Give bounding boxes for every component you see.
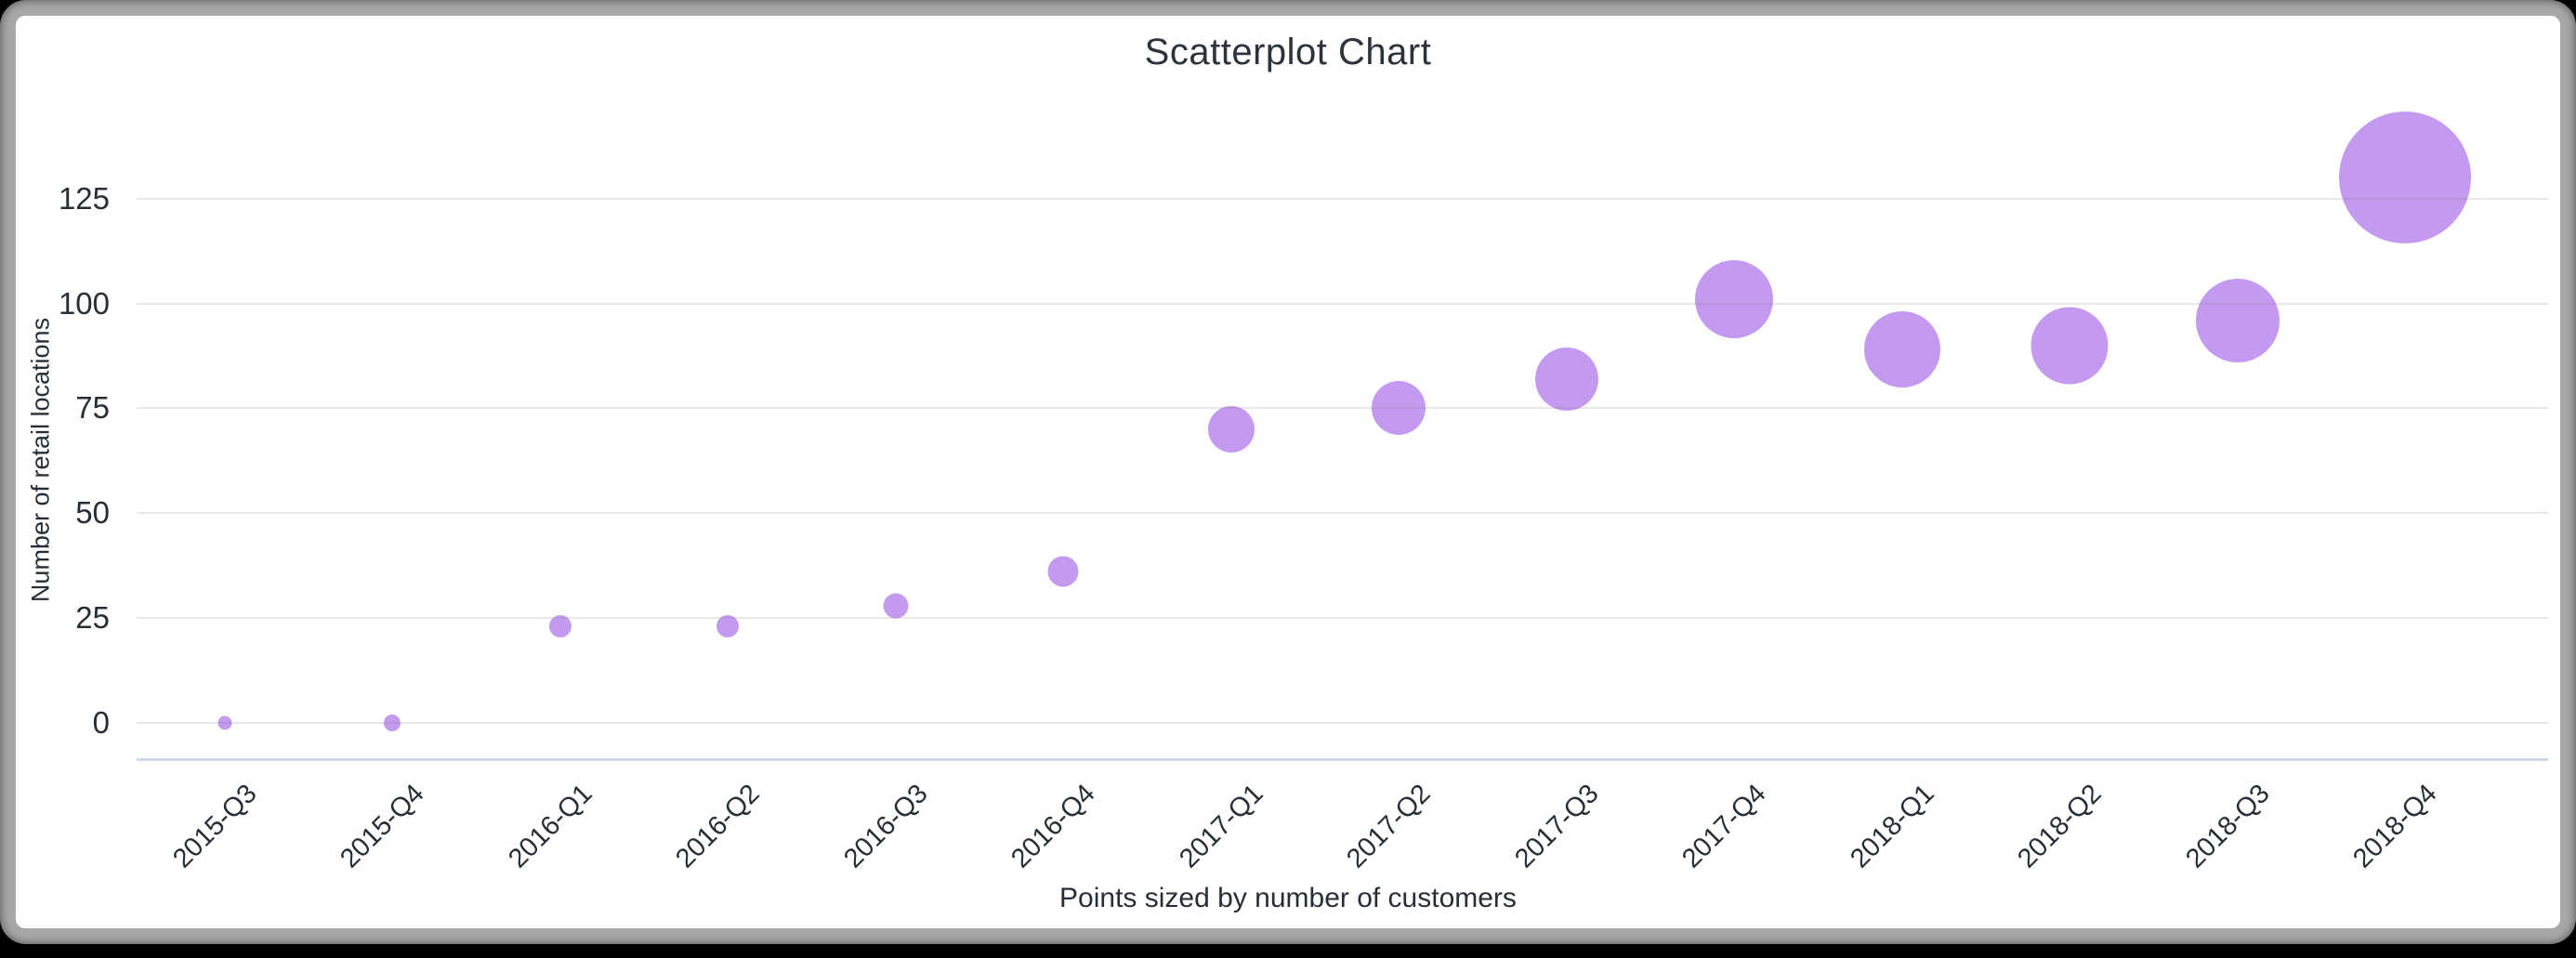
gridline-y-50 xyxy=(137,512,2548,514)
x-axis-line xyxy=(137,758,2548,761)
x-tick-label-2016-Q1: 2016-Q1 xyxy=(419,779,598,958)
gridline-y-125 xyxy=(137,198,2548,200)
x-tick-label-2017-Q3: 2017-Q3 xyxy=(1426,779,1605,958)
data-point-2017-Q4[interactable] xyxy=(1695,260,1773,338)
data-point-2018-Q4[interactable] xyxy=(2339,112,2471,243)
x-tick-label-2018-Q1: 2018-Q1 xyxy=(1761,779,1940,958)
y-tick-label-125: 125 xyxy=(0,181,110,217)
x-tick-label-2018-Q2: 2018-Q2 xyxy=(1928,779,2108,958)
y-tick-label-25: 25 xyxy=(0,600,110,636)
y-tick-label-50: 50 xyxy=(0,495,110,531)
data-point-2018-Q3[interactable] xyxy=(2196,279,2280,362)
x-tick-label-2015-Q3: 2015-Q3 xyxy=(84,779,263,958)
gridline-y-0 xyxy=(137,722,2548,724)
chart-title: Scatterplot Chart xyxy=(0,32,2576,73)
gridline-y-25 xyxy=(137,617,2548,619)
data-point-2016-Q3[interactable] xyxy=(883,593,908,618)
y-tick-label-100: 100 xyxy=(0,286,110,322)
data-point-2018-Q1[interactable] xyxy=(1864,311,1940,387)
y-tick-label-75: 75 xyxy=(0,390,110,426)
x-tick-label-2018-Q3: 2018-Q3 xyxy=(2096,779,2276,958)
gridline-y-100 xyxy=(137,303,2548,305)
data-point-2017-Q3[interactable] xyxy=(1535,348,1598,411)
y-axis-title-text: Number of retail locations xyxy=(27,318,56,602)
x-tick-label-2018-Q4: 2018-Q4 xyxy=(2264,779,2443,958)
x-tick-label-2017-Q1: 2017-Q1 xyxy=(1090,779,1269,958)
x-tick-label-2016-Q4: 2016-Q4 xyxy=(923,779,1102,958)
data-point-2016-Q4[interactable] xyxy=(1048,557,1079,587)
x-tick-label-2015-Q4: 2015-Q4 xyxy=(252,779,431,958)
data-point-2018-Q2[interactable] xyxy=(2031,307,2109,384)
y-tick-label-0: 0 xyxy=(0,705,110,741)
x-tick-label-2017-Q4: 2017-Q4 xyxy=(1593,779,1772,958)
x-tick-label-2017-Q2: 2017-Q2 xyxy=(1258,779,1438,958)
x-tick-label-2016-Q2: 2016-Q2 xyxy=(587,779,767,958)
gridline-y-75 xyxy=(137,407,2548,409)
x-tick-label-2016-Q3: 2016-Q3 xyxy=(755,779,934,958)
data-point-2017-Q1[interactable] xyxy=(1208,406,1255,453)
